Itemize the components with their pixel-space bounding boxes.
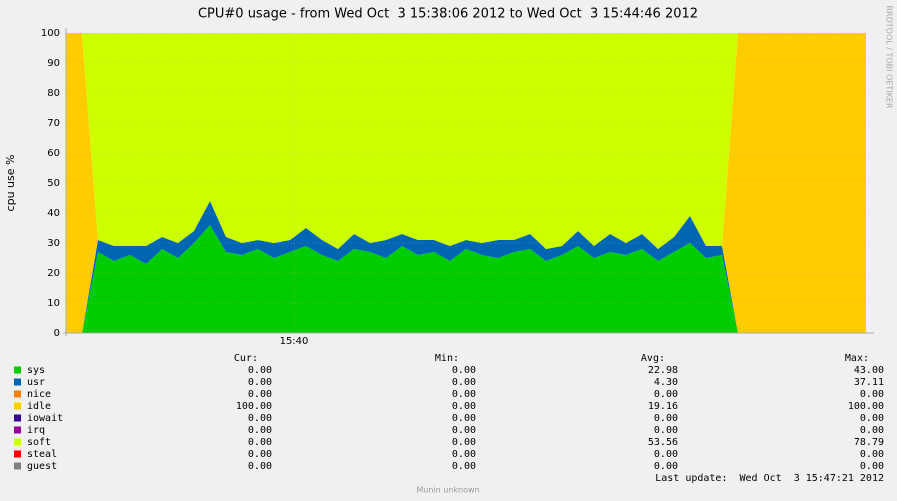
stats-value: 53.56: [648, 437, 678, 448]
stats-header: Cur:: [234, 353, 258, 364]
footer: Munin unknown: [416, 486, 479, 495]
y-tick-label: 70: [47, 118, 60, 129]
y-tick-label: 40: [47, 208, 60, 219]
stats-value: 22.98: [648, 365, 678, 376]
legend-swatch: [14, 438, 21, 446]
legend-label: sys: [27, 365, 45, 376]
y-tick-label: 10: [47, 298, 60, 309]
legend-swatch: [14, 450, 21, 458]
y-axis-label: cpu use %: [4, 155, 17, 212]
stats-value: 0.00: [452, 425, 476, 436]
legend-swatch: [14, 426, 21, 434]
y-tick-label: 100: [41, 28, 60, 39]
stats-header: Avg:: [641, 353, 665, 364]
stats-value: 0.00: [248, 449, 272, 460]
legend-label: usr: [27, 377, 45, 388]
y-tick-label: 50: [47, 178, 60, 189]
area-sys: [66, 225, 866, 333]
y-tick-label: 80: [47, 88, 60, 99]
stats-value: 0.00: [452, 437, 476, 448]
stats-value: 0.00: [248, 389, 272, 400]
stats-value: 100.00: [236, 401, 272, 412]
legend-label: idle: [27, 401, 51, 412]
stats-value: 0.00: [248, 425, 272, 436]
last-update: Last update: Wed Oct 3 15:47:21 2012: [655, 473, 884, 484]
stats-value: 0.00: [654, 449, 678, 460]
stats-value: 0.00: [860, 449, 884, 460]
y-tick-label: 60: [47, 148, 60, 159]
legend-label: soft: [27, 437, 51, 448]
y-tick-label: 90: [47, 58, 60, 69]
y-tick-label: 20: [47, 268, 60, 279]
stats-value: 0.00: [452, 377, 476, 388]
side-label: RRDTOOL / TOBI OETIKER: [885, 5, 894, 108]
stats-value: 0.00: [452, 449, 476, 460]
stats-header: Max:: [845, 353, 869, 364]
area-soft: [66, 33, 866, 249]
legend-swatch: [14, 462, 21, 470]
stats-value: 0.00: [860, 389, 884, 400]
stats-value: 0.00: [452, 401, 476, 412]
stats-value: 0.00: [654, 413, 678, 424]
legend-label: steal: [27, 449, 57, 460]
legend-label: guest: [27, 461, 57, 472]
legend-swatch: [14, 366, 21, 374]
stats-value: 4.30: [654, 377, 678, 388]
stats-value: 0.00: [452, 365, 476, 376]
stats-value: 0.00: [860, 425, 884, 436]
x-tick-label: 15:40: [280, 336, 309, 347]
legend-label: irq: [27, 425, 45, 436]
stats-value: 37.11: [854, 377, 884, 388]
legend-label: iowait: [27, 413, 63, 424]
stats-value: 0.00: [654, 389, 678, 400]
stats-value: 43.00: [854, 365, 884, 376]
legend-swatch: [14, 390, 21, 398]
stats-value: 0.00: [248, 377, 272, 388]
stats-value: 19.16: [648, 401, 678, 412]
y-tick-label: 0: [54, 328, 60, 339]
stats-value: 0.00: [654, 461, 678, 472]
legend-label: nice: [27, 389, 51, 400]
legend-swatch: [14, 378, 21, 386]
stats-header: Min:: [435, 353, 459, 364]
stats-value: 0.00: [248, 413, 272, 424]
stats-value: 0.00: [452, 413, 476, 424]
stats-value: 0.00: [248, 365, 272, 376]
legend-swatch: [14, 414, 21, 422]
stats-value: 0.00: [248, 461, 272, 472]
stats-value: 0.00: [860, 413, 884, 424]
legend-swatch: [14, 402, 21, 410]
stats-value: 0.00: [654, 425, 678, 436]
stats-value: 0.00: [860, 461, 884, 472]
stats-value: 0.00: [452, 389, 476, 400]
stats-value: 0.00: [452, 461, 476, 472]
y-tick-label: 30: [47, 238, 60, 249]
chart-title: CPU#0 usage - from Wed Oct 3 15:38:06 20…: [198, 7, 698, 22]
stats-value: 0.00: [248, 437, 272, 448]
stats-value: 100.00: [848, 401, 884, 412]
stats-value: 78.79: [854, 437, 884, 448]
